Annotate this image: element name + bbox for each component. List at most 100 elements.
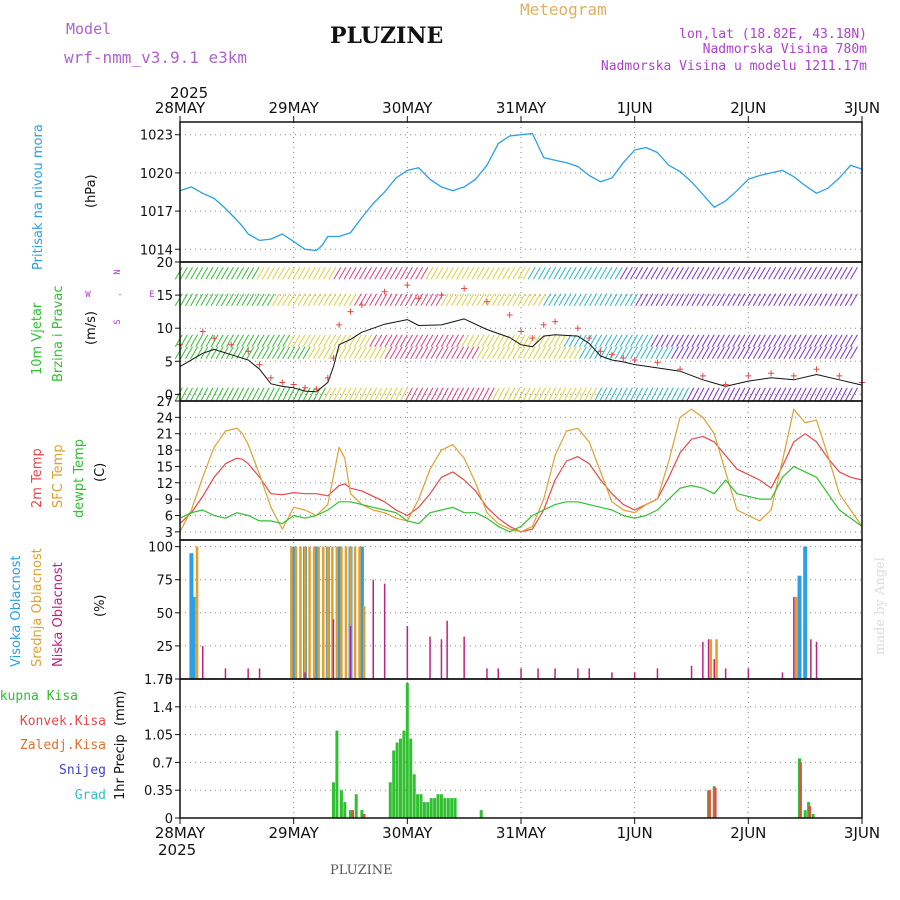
wind-barb bbox=[445, 387, 454, 402]
wind-barb bbox=[297, 334, 306, 348]
wind-barb bbox=[179, 267, 188, 280]
bar bbox=[392, 750, 396, 818]
wind-barb bbox=[604, 293, 613, 307]
wind-barb bbox=[640, 346, 649, 359]
ytick-label: 15 bbox=[156, 289, 173, 304]
wind-barb bbox=[497, 267, 505, 280]
wind-barb bbox=[757, 293, 766, 307]
wind-barb bbox=[338, 346, 347, 359]
wind-barb bbox=[532, 346, 541, 359]
wind-barb bbox=[819, 334, 828, 348]
compass-n: N bbox=[113, 269, 123, 274]
bar bbox=[303, 546, 307, 679]
wind-barb bbox=[456, 334, 465, 348]
wind-barb bbox=[829, 267, 838, 280]
wind-barb bbox=[548, 267, 557, 280]
wind-barb bbox=[312, 267, 321, 280]
wind-barb bbox=[732, 346, 741, 359]
wind-barb bbox=[532, 267, 541, 280]
wind-barb bbox=[757, 334, 766, 348]
wind-barb bbox=[768, 334, 777, 348]
wind-barb bbox=[670, 293, 679, 307]
wind-barb bbox=[251, 334, 260, 348]
wind-barb bbox=[742, 334, 751, 348]
wind-barb bbox=[338, 293, 347, 307]
bar bbox=[294, 546, 298, 679]
wind-barb bbox=[491, 334, 500, 348]
bar bbox=[797, 575, 802, 679]
wind-barb bbox=[415, 267, 424, 280]
wind-barb bbox=[798, 387, 807, 402]
wind-barb bbox=[834, 334, 843, 348]
wind-barb bbox=[502, 387, 511, 402]
wind-barb bbox=[236, 293, 245, 307]
wind-barb bbox=[343, 267, 352, 280]
wind-barb bbox=[323, 387, 332, 402]
bar bbox=[353, 546, 357, 679]
wind-barb bbox=[573, 334, 582, 348]
wind-barb bbox=[374, 387, 383, 402]
bar bbox=[709, 639, 713, 679]
wind-barb bbox=[788, 346, 797, 359]
xtick-label-top: 29MAY bbox=[269, 99, 320, 117]
wind-barb bbox=[696, 346, 705, 359]
bar bbox=[349, 626, 352, 679]
wind-barb bbox=[553, 334, 562, 348]
wind-barb bbox=[277, 293, 286, 307]
wind-barb bbox=[686, 387, 695, 402]
wind-barb bbox=[819, 267, 828, 280]
wind-barb bbox=[323, 293, 332, 307]
wind-barb bbox=[727, 387, 736, 402]
wind-gust-mark bbox=[256, 361, 263, 368]
wind-barb bbox=[261, 293, 270, 307]
wind-barb bbox=[261, 334, 270, 348]
wind-barb bbox=[307, 293, 316, 307]
wind-barb bbox=[205, 267, 214, 280]
wind-compass: N W - E S bbox=[85, 269, 154, 324]
bar bbox=[588, 668, 590, 679]
wind-barb bbox=[481, 346, 490, 359]
wind-barb bbox=[630, 267, 638, 280]
wind-ylabel2: Brzina i Pravac bbox=[51, 285, 66, 382]
wind-barb bbox=[195, 293, 204, 307]
wind-gust-mark bbox=[302, 384, 309, 391]
wind-barb bbox=[747, 387, 756, 402]
wind-barb bbox=[318, 293, 326, 307]
wind-gust-mark bbox=[540, 321, 547, 328]
wind-barb bbox=[440, 267, 449, 280]
wind-barb bbox=[793, 334, 802, 348]
wind-barb bbox=[829, 293, 838, 307]
wind-barb bbox=[415, 334, 424, 348]
wind-barb bbox=[553, 293, 562, 307]
wind-barb bbox=[788, 387, 797, 402]
wind-barb bbox=[670, 346, 679, 359]
wind-barb bbox=[410, 267, 418, 280]
bar bbox=[633, 672, 636, 679]
wind-barb bbox=[839, 387, 848, 402]
wind-barb bbox=[200, 334, 209, 348]
wind-barb bbox=[645, 387, 654, 402]
wind-barb bbox=[220, 334, 229, 348]
ytick-label: 75 bbox=[156, 574, 173, 589]
bar bbox=[299, 546, 302, 679]
wind-barb bbox=[696, 293, 705, 307]
wind-barb bbox=[681, 334, 690, 348]
wind-barb bbox=[655, 387, 664, 402]
wind-barb bbox=[333, 387, 342, 402]
wind-barb bbox=[287, 267, 296, 280]
wind-barb bbox=[834, 387, 843, 402]
bar bbox=[416, 794, 420, 818]
wind-barb bbox=[548, 387, 557, 402]
wind-barb bbox=[420, 267, 429, 280]
wind-barb bbox=[353, 293, 362, 307]
wind-gust-mark bbox=[483, 298, 490, 305]
wind-barb bbox=[420, 346, 429, 359]
wind-barb bbox=[558, 334, 567, 348]
wind-barb bbox=[630, 293, 638, 307]
wind-barb bbox=[793, 387, 802, 402]
wind-barb bbox=[323, 346, 332, 359]
wind-barb bbox=[251, 267, 260, 280]
ytick-label: 50 bbox=[156, 607, 173, 622]
wind-barb bbox=[287, 293, 296, 307]
bar bbox=[312, 546, 316, 679]
